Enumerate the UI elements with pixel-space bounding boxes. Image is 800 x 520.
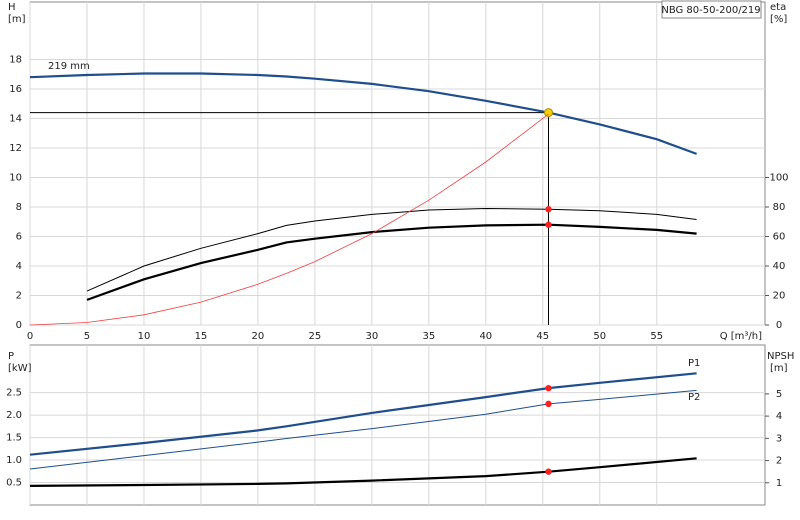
y-tick-label: 1.5 xyxy=(6,433,22,444)
x-tick-label: 0 xyxy=(27,331,33,342)
y-tick-label: 0 xyxy=(16,320,22,331)
y-tick-label: 2.5 xyxy=(6,388,22,399)
y2-tick-label: 1 xyxy=(776,478,782,489)
x-tick-label: 35 xyxy=(422,331,435,342)
y2-tick-label: 5 xyxy=(776,389,782,400)
curve xyxy=(86,223,697,301)
x-tick-label: 5 xyxy=(84,331,90,342)
curve xyxy=(29,389,697,470)
y-tick-label: 4 xyxy=(16,261,22,272)
y-tick-label: 12 xyxy=(9,143,22,154)
duty-marker xyxy=(545,400,552,408)
y-tick-label: 14 xyxy=(9,114,22,125)
duty-marker xyxy=(545,206,552,213)
duty-marker xyxy=(545,384,552,392)
y2-tick-label: 3 xyxy=(776,433,782,444)
x-tick-label: 15 xyxy=(195,331,208,342)
x-tick-label: 10 xyxy=(138,331,151,342)
x-tick-label: 20 xyxy=(252,331,265,342)
x-tick-label: 45 xyxy=(536,331,549,342)
y2-label: eta xyxy=(770,2,786,13)
y2-label: NPSH xyxy=(767,351,794,362)
y-unit: [kW] xyxy=(8,363,32,374)
y-tick-label: 0.5 xyxy=(6,478,22,489)
y-label: H xyxy=(8,2,16,13)
chart-title: NBG 80-50-200/219 xyxy=(661,5,760,16)
y2-tick-label: 4 xyxy=(776,411,782,422)
y2-tick-label: 100 xyxy=(769,173,788,184)
x-label: Q [m³/h] xyxy=(720,331,762,342)
y2-unit: [%] xyxy=(770,14,787,25)
x-tick-label: 40 xyxy=(479,331,492,342)
y-tick-label: 18 xyxy=(9,55,22,66)
y2-unit: [m] xyxy=(770,363,788,374)
curve-label: P1 xyxy=(688,358,700,369)
x-tick-label: 50 xyxy=(593,331,606,342)
x-tick-label: 55 xyxy=(650,331,663,342)
curve xyxy=(29,372,697,456)
y-tick-label: 6 xyxy=(16,232,22,243)
curve-label: 219 mm xyxy=(48,61,90,72)
y2-tick-label: 40 xyxy=(773,261,786,272)
curve-label: P2 xyxy=(688,392,700,403)
y-tick-label: 10 xyxy=(9,173,22,184)
x-tick-label: 25 xyxy=(309,331,322,342)
duty-marker xyxy=(545,468,552,475)
y-tick-label: 2.0 xyxy=(6,410,22,421)
y2-tick-label: 2 xyxy=(776,456,782,467)
y-label: P xyxy=(8,351,14,362)
curve xyxy=(29,113,549,326)
curve xyxy=(29,457,697,487)
y2-tick-label: 20 xyxy=(773,291,786,302)
duty-point xyxy=(543,108,553,118)
y-tick-label: 1.0 xyxy=(6,455,22,466)
duty-marker xyxy=(545,221,552,228)
x-tick-label: 30 xyxy=(365,331,378,342)
y2-tick-label: 60 xyxy=(773,232,786,243)
y-unit: [m] xyxy=(8,14,26,25)
y2-tick-label: 80 xyxy=(773,202,786,213)
curve xyxy=(86,207,697,292)
title-box xyxy=(661,0,762,19)
y-tick-label: 16 xyxy=(9,84,22,95)
y2-tick-label: 0 xyxy=(776,320,782,331)
y-tick-label: 2 xyxy=(16,291,22,302)
plot-frame xyxy=(29,1,766,326)
curve xyxy=(29,72,697,155)
y-tick-label: 8 xyxy=(16,202,22,213)
